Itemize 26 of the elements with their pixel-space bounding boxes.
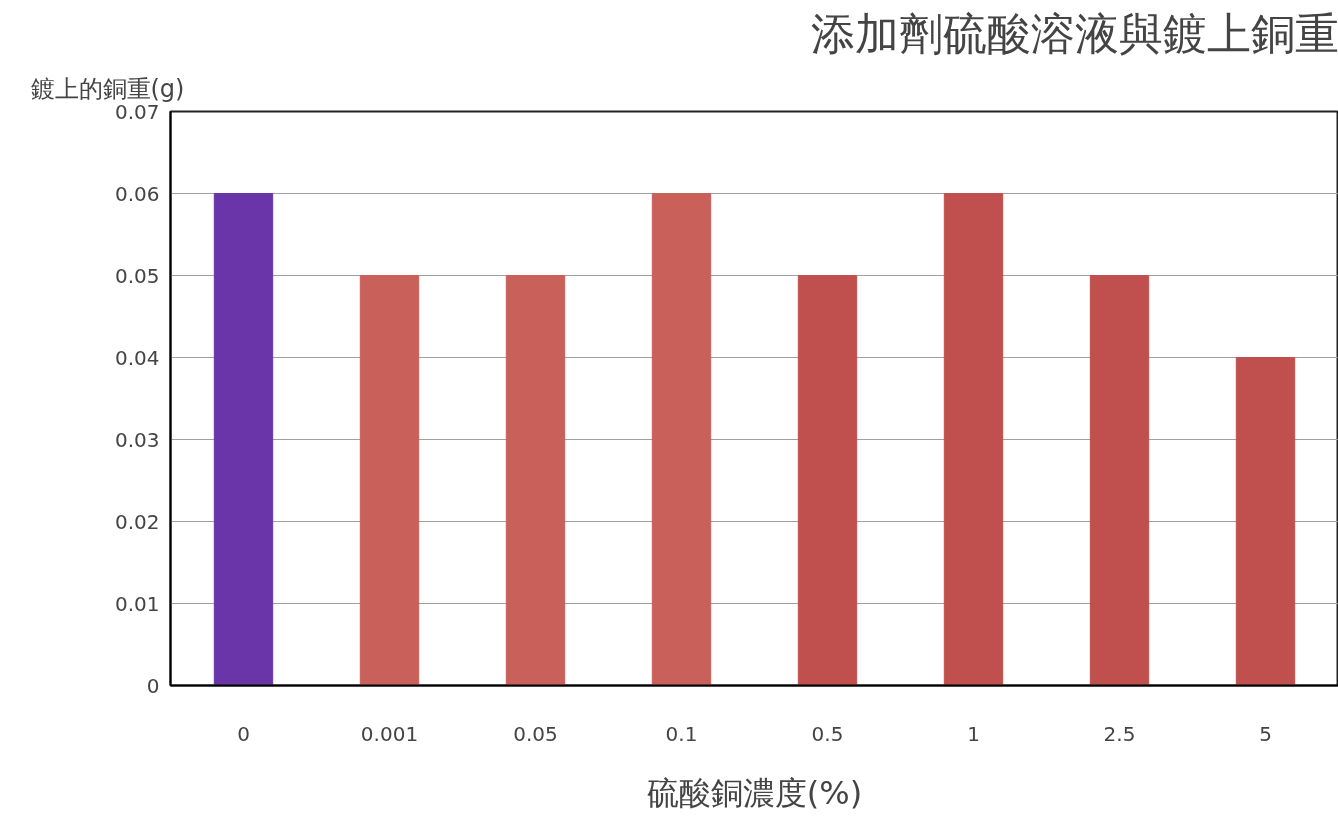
bar — [1089, 275, 1150, 686]
x-tick-label: 1 — [967, 721, 980, 746]
bar — [943, 193, 1004, 686]
x-tick-label: 0 — [237, 721, 250, 746]
x-tick-label: 0.5 — [811, 721, 844, 746]
bar — [651, 193, 712, 686]
bar — [1235, 357, 1296, 686]
bar — [213, 193, 274, 686]
y-tick-label: 0.01 — [114, 591, 160, 616]
y-axis-title: 鍍上的銅重(g) — [30, 74, 185, 103]
x-tick-label: 5 — [1259, 721, 1272, 746]
y-tick-label: 0.03 — [114, 427, 160, 452]
x-tick-label: 0.001 — [360, 721, 419, 746]
bar — [797, 275, 858, 686]
x-tick-label: 0.05 — [513, 721, 558, 746]
bar — [359, 275, 420, 686]
x-tick-label: 2.5 — [1103, 721, 1136, 746]
bar — [505, 275, 566, 686]
y-tick-label: 0 — [146, 673, 160, 698]
chart-title: 添加劑硫酸溶液與鍍上銅重 — [810, 7, 1338, 59]
x-axis-title: 硫酸銅濃度(%) — [646, 773, 863, 812]
y-tick-label: 0.05 — [114, 263, 160, 288]
y-tick-label: 0.02 — [114, 509, 160, 534]
y-tick-label: 0.06 — [114, 181, 160, 206]
x-tick-label: 0.1 — [665, 721, 698, 746]
y-tick-label: 0.04 — [114, 345, 160, 370]
